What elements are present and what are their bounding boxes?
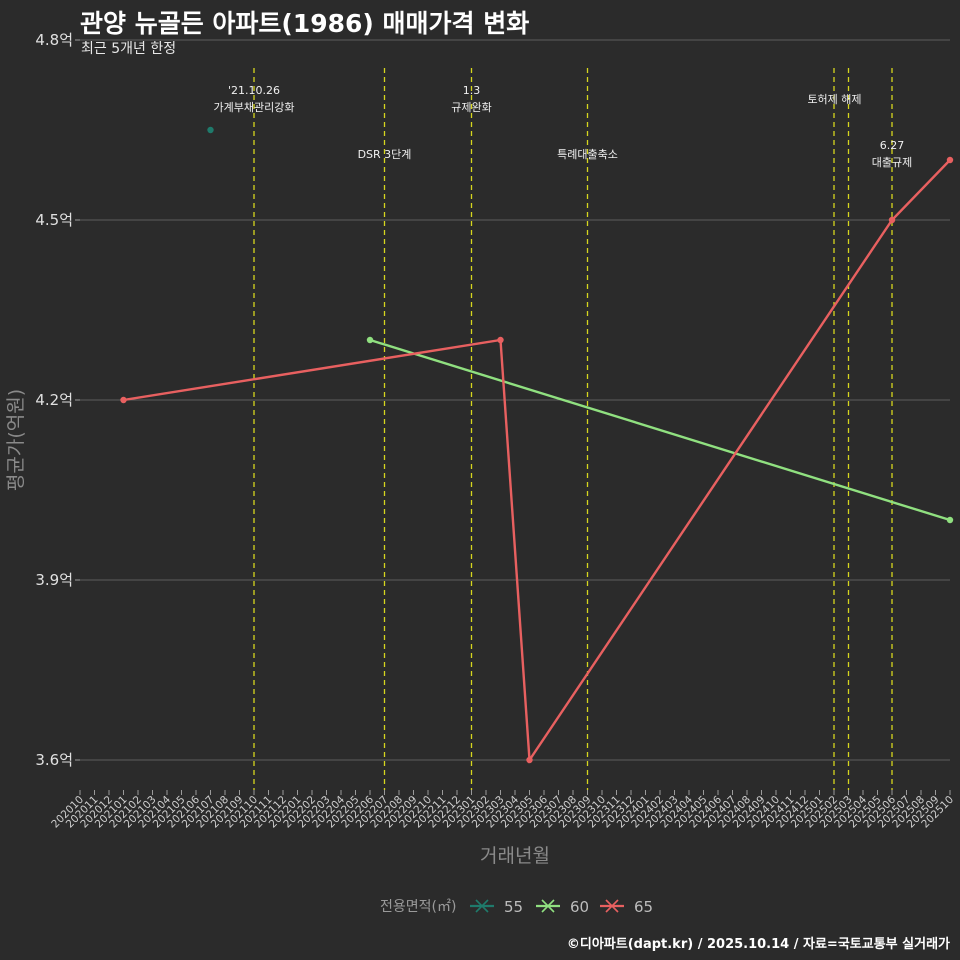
y-axis-title: 평균가(억원) [5,389,27,491]
event-label: 토허제 해제 [807,92,861,106]
y-tick-label: 3.6억 [35,751,73,769]
chart-caption: ©디아파트(dapt.kr) / 2025.10.14 / 자료=국토교통부 실… [566,937,950,952]
legend-label: 60 [570,898,589,916]
series-line-60 [369,338,951,522]
series-line-65 [123,159,951,764]
y-tick-label: 3.9억 [35,571,73,589]
event-label: DSR 3단계 [358,148,412,161]
legend-label: 65 [634,898,653,916]
event-label: 규제완화 [451,101,491,114]
event-label: 가계부채관리강화 [214,101,295,114]
data-point-65 [120,396,127,404]
event-label: 대출규제 [872,156,912,169]
data-point-65 [946,156,954,164]
legend-key-cross [541,899,555,913]
y-tick-label: 4.8억 [35,31,73,49]
data-point-65 [526,756,533,764]
y-tick-label: 4.2억 [35,391,73,409]
legend-key-cross [605,899,619,913]
data-point-55 [207,126,214,134]
data-point-60 [366,336,374,344]
event-label: '21.10.26 [228,84,280,97]
chart-title: 관양 뉴골든 아파트(1986) 매매가격 변화 [80,9,530,38]
legend-label: 55 [504,898,523,916]
data-point-60 [946,516,954,524]
chart-subtitle: 최근 5개년 한정 [81,41,177,57]
event-label: 6.27 [880,139,905,152]
event-label: 1.3 [463,84,481,97]
legend-key-cross [475,899,489,913]
y-tick-label: 4.5억 [35,211,73,229]
x-axis-title: 거래년월 [480,845,550,867]
data-point-65 [888,216,896,224]
legend-title: 전용면적(㎡) [380,899,456,915]
event-label: 특례대출축소 [557,148,618,161]
data-point-65 [497,336,504,344]
